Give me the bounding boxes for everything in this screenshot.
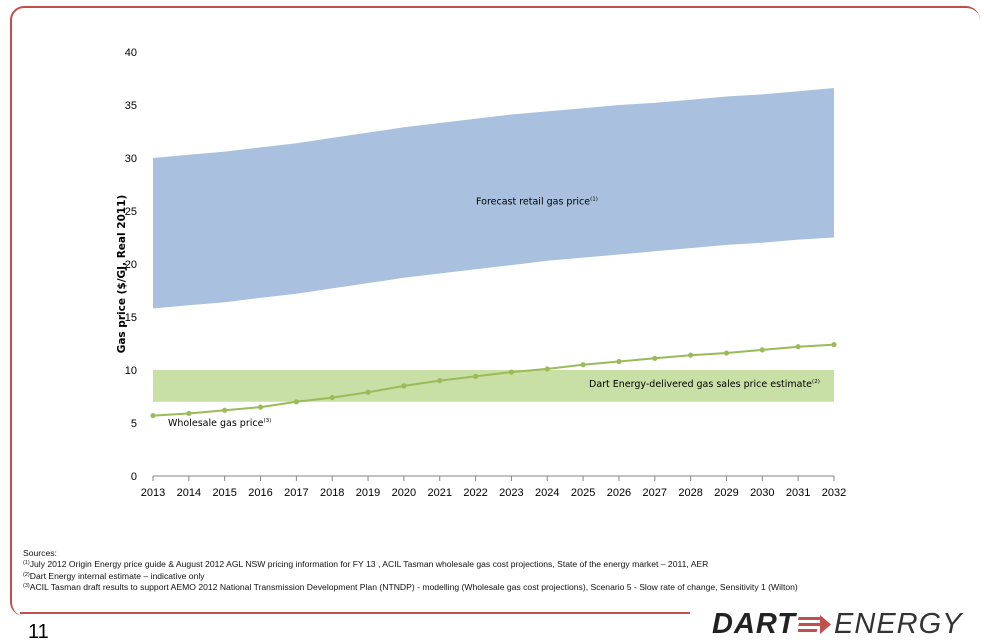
wholesale-price-point (186, 410, 192, 417)
delivered-band-label-superscript: (2) (812, 379, 820, 385)
wholesale-price-point (831, 341, 837, 348)
x-tick-label: 2014 (177, 487, 201, 499)
sources-block: Sources: (1)July 2012 Origin Energy pric… (23, 548, 984, 593)
logo-text-energy: ENERGY (834, 608, 963, 640)
retail-band-label: Forecast retail gas price(1) (476, 197, 598, 208)
y-tick-label: 0 (131, 471, 137, 483)
x-tick-label: 2030 (750, 487, 774, 499)
wholesale-price-point (508, 369, 515, 375)
x-tick-label: 2019 (356, 487, 380, 499)
source-marker-1: (1) (23, 560, 30, 567)
wholesale-price-point (795, 344, 801, 350)
dart-energy-logo: DART ENERGY (712, 608, 963, 641)
slide-frame-bottom-rule (20, 612, 690, 614)
source-item-1: (1)July 2012 Origin Energy price guide &… (23, 558, 984, 569)
y-tick-label: 25 (125, 206, 137, 218)
y-tick-label: 10 (125, 365, 137, 377)
x-tick-label: 2032 (822, 487, 846, 499)
x-tick-label: 2028 (678, 487, 702, 499)
y-tick-label: 30 (125, 153, 137, 165)
wholesale-price-point (401, 383, 407, 389)
slide-frame (10, 6, 980, 616)
source-item-3: (3)ACIL Tasman draft results to support … (23, 581, 984, 592)
source-text-1: July 2012 Origin Energy price guide & Au… (29, 559, 709, 570)
wholesale-price-point (688, 352, 694, 358)
x-tick-label: 2016 (248, 487, 272, 499)
y-tick-label: 5 (131, 418, 137, 430)
y-tick-label: 15 (125, 312, 137, 324)
sources-heading: Sources: (23, 548, 57, 558)
wholesale-price-point (329, 394, 335, 401)
source-marker-2: (2) (23, 571, 30, 578)
wholesale-price-point (150, 412, 156, 419)
source-text-2: Dart Energy internal estimate – indicati… (29, 570, 205, 581)
wholesale-line-label: Wholesale gas price(3) (168, 418, 271, 429)
x-tick-label: 2024 (535, 487, 559, 499)
source-text-3: ACIL Tasman draft results to support AEM… (29, 582, 798, 593)
wholesale-price-point (544, 366, 550, 372)
retail-band-label-text: Forecast retail gas price (476, 197, 590, 208)
wholesale-price-point (616, 358, 622, 365)
page-number: 11 (28, 621, 49, 643)
wholesale-price-point (437, 378, 443, 384)
x-tick-label: 2023 (499, 487, 523, 499)
wholesale-price-point (759, 347, 765, 353)
wholesale-price-point (472, 373, 479, 379)
x-tick-label: 2025 (571, 487, 595, 499)
x-tick-label: 2015 (212, 487, 236, 499)
wholesale-price-point (293, 399, 299, 405)
source-item-2: (2)Dart Energy internal estimate – indic… (23, 570, 984, 581)
x-tick-label: 2020 (392, 487, 416, 499)
wholesale-price-point (257, 404, 264, 410)
source-marker-3: (3) (23, 583, 30, 590)
x-tick-label: 2029 (714, 487, 738, 499)
x-tick-label: 2022 (463, 487, 487, 499)
x-tick-label: 2017 (284, 487, 308, 499)
wholesale-price-point (222, 407, 228, 413)
y-tick-label: 40 (125, 47, 137, 59)
logo-text-dart: DART (712, 608, 797, 640)
x-tick-label: 2026 (607, 487, 631, 499)
wholesale-line-label-superscript: (3) (263, 418, 271, 424)
retail-band-label-superscript: (1) (590, 197, 598, 203)
delivered-band-label-text: Dart Energy-delivered gas sales price es… (589, 379, 812, 390)
x-tick-label: 2031 (786, 487, 810, 499)
y-tick-label: 20 (125, 259, 137, 271)
x-tick-label: 2027 (643, 487, 667, 499)
x-tick-label: 2018 (320, 487, 344, 499)
wholesale-line-label-text: Wholesale gas price (168, 418, 264, 429)
retail-price-band (153, 88, 834, 309)
x-tick-label: 2021 (427, 487, 451, 499)
wholesale-price-point (580, 362, 586, 368)
x-tick-label: 2013 (141, 487, 165, 499)
delivered-price-band (153, 370, 834, 402)
y-axis-title: Gas price ($/GJ, Real 2011) (116, 195, 128, 354)
delivered-band-label: Dart Energy-delivered gas sales price es… (589, 379, 820, 390)
wholesale-price-point (652, 355, 658, 361)
y-tick-label: 35 (125, 100, 137, 112)
wholesale-price-line (152, 343, 835, 417)
wholesale-price-point (365, 389, 371, 395)
wholesale-price-point (723, 350, 730, 356)
logo-arrow-icon (798, 614, 832, 634)
